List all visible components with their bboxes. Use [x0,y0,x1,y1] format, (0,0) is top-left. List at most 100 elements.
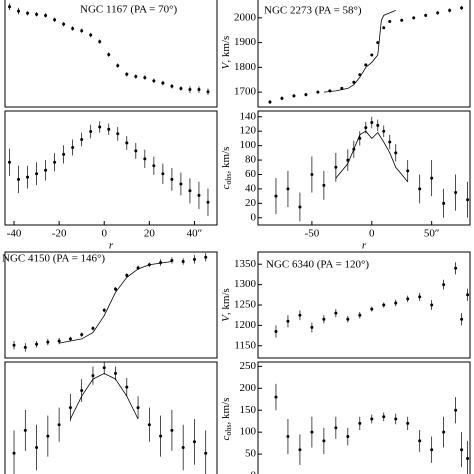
data-point [44,13,48,17]
data-point [170,258,174,262]
data-point [143,76,147,80]
y-tick-label: 1700 [234,86,257,98]
y-tick-label: 250 [240,360,257,372]
data-point [370,53,374,57]
data-point [161,172,165,176]
data-point [418,295,422,299]
model-curve [59,261,172,344]
y-axis-label: cobs, km/s [220,398,233,441]
data-point [12,451,16,455]
data-point [406,169,410,173]
data-point [188,189,192,193]
data-point [418,439,422,443]
panel-frame [257,110,471,226]
data-point [406,421,410,425]
y-tick-label: 100 [240,139,257,151]
plot-area [268,5,464,105]
y-tick-label: 40 [245,182,257,194]
plot-area [12,362,208,474]
data-point [460,6,464,10]
data-point [358,313,362,317]
data-point [68,406,72,410]
data-point [46,340,50,344]
data-point [424,13,428,17]
x-tick-label: 0 [101,228,107,240]
data-point [181,260,185,264]
data-point [23,345,27,349]
data-point [430,303,434,307]
data-point [364,63,368,67]
data-point [298,205,302,209]
plot-area [274,116,470,222]
y-tick-label: 140 [240,110,257,122]
data-point [204,451,208,455]
data-point [53,160,57,164]
data-point [430,448,434,452]
y-axis-label-part: obs [224,424,233,435]
data-point [304,93,308,97]
data-point [98,125,102,129]
data-point [71,27,75,31]
data-point [125,141,129,145]
data-point [394,301,398,305]
data-point [206,200,210,204]
y-axis-label-part: obs [224,173,233,184]
panel-frame [4,0,218,108]
data-point [364,126,368,130]
data-point [322,183,326,187]
y-tick-label: 200 [240,382,257,394]
data-point [35,172,39,176]
y-axis-label-part: , km/s [220,147,232,174]
data-point [89,33,93,37]
data-point [44,168,48,172]
data-point [442,283,446,287]
y-tick-label: 2000 [234,11,257,23]
plot-area [8,121,210,216]
y-axis-label-part: , km/s [220,398,232,425]
data-point [280,96,284,100]
data-point [370,307,374,311]
y-axis-label: V, km/s [220,36,232,70]
data-point [394,151,398,155]
data-point [57,339,61,343]
data-point [454,266,458,270]
data-point [134,149,138,153]
data-point [460,317,464,321]
x-axis-label: r [362,240,367,252]
panel-frame [257,0,471,108]
data-point [12,343,16,347]
plot-area [12,253,208,352]
data-point [274,330,278,333]
data-point [382,415,386,419]
data-point [80,29,84,33]
y-tick-label: 1900 [234,36,257,48]
data-point [152,164,156,168]
data-point [23,428,27,432]
data-point [8,5,12,9]
data-point [89,130,93,134]
data-point [448,8,452,12]
y-tick-label: 1350 [234,258,257,270]
data-point [334,311,338,315]
data-point [80,389,84,392]
data-point [179,86,183,90]
y-tick-label: 50 [245,448,257,460]
data-point [370,121,374,125]
data-point [91,326,95,330]
data-point [346,317,350,321]
data-point [125,385,129,389]
data-point [17,177,21,181]
data-point [412,16,416,20]
data-point [181,446,185,449]
data-point [346,435,350,439]
data-point [188,88,192,92]
panel-title: NGC 2273 (PA = 58°) [264,5,362,17]
y-tick-label: 80 [245,154,257,166]
data-point [125,72,129,76]
data-point [147,423,151,427]
data-point [370,417,374,421]
data-point [80,138,84,141]
plot-area [274,383,470,474]
data-point [352,80,356,84]
panel-frame [257,361,471,474]
